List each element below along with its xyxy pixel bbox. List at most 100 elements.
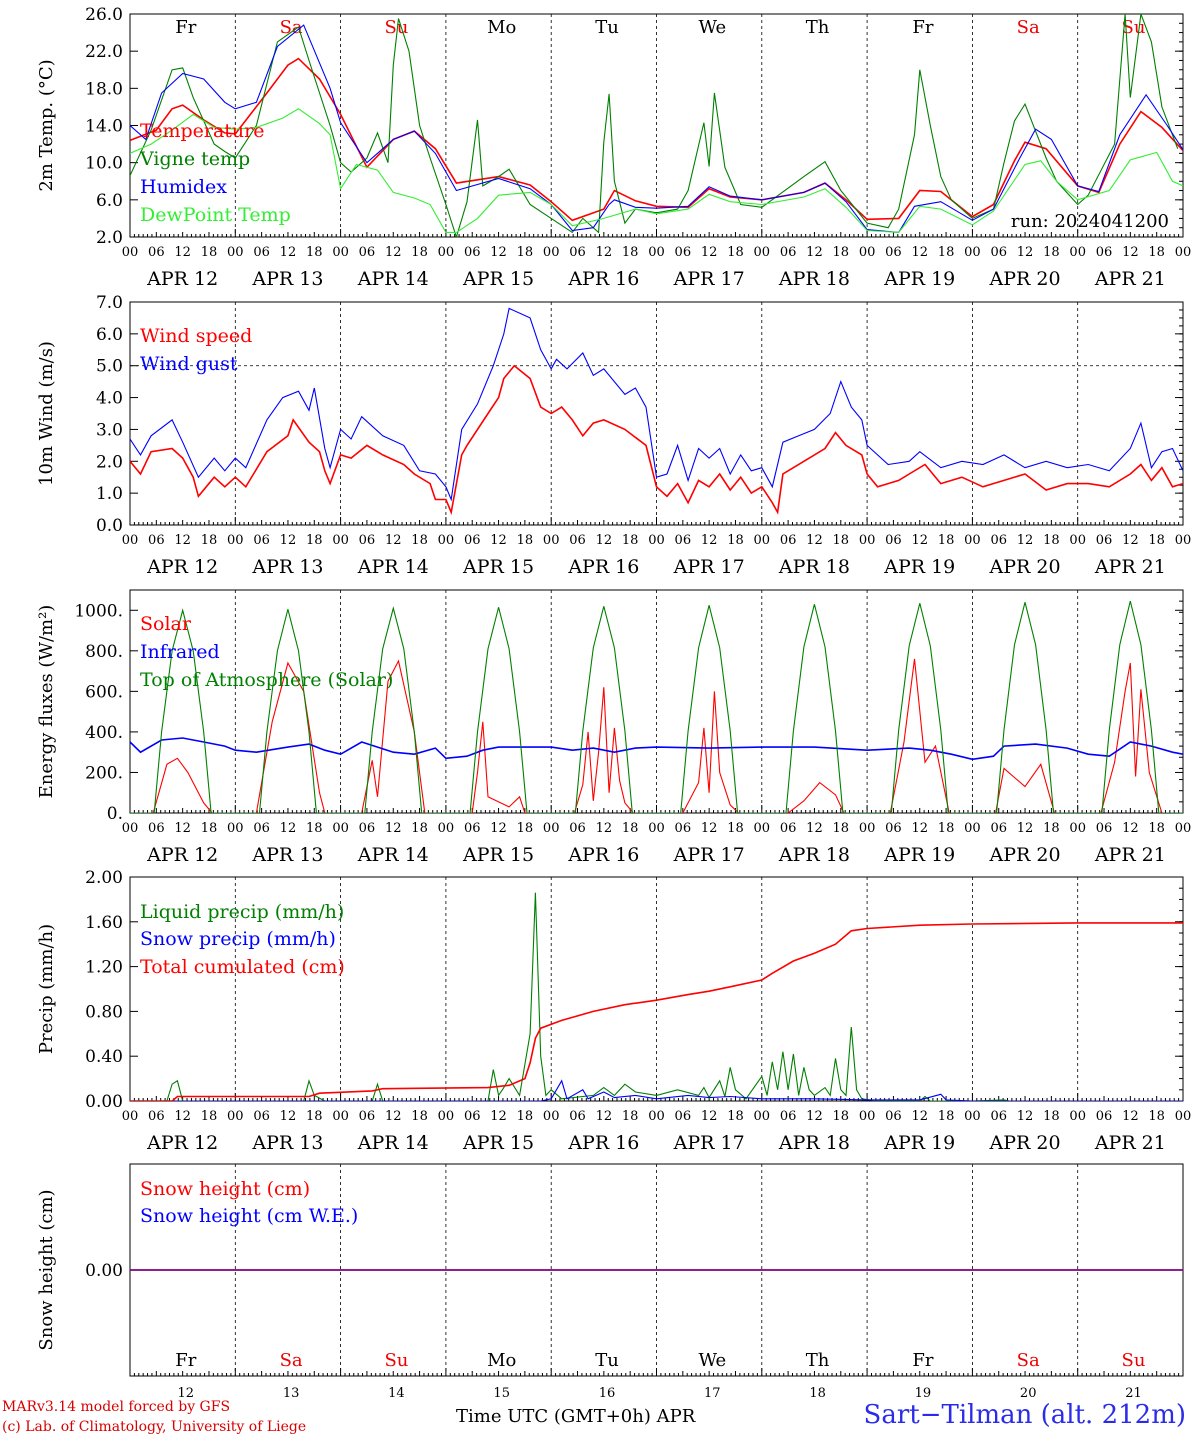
hour-tick-label: 00 <box>438 1109 455 1124</box>
hour-tick-label: 12 <box>911 1109 928 1124</box>
y-tick-label: 800. <box>85 642 123 662</box>
day-number-label: 19 <box>915 1386 932 1401</box>
hour-tick-label: 18 <box>201 533 218 548</box>
lab-credit: (c) Lab. of Climatology, University of L… <box>2 1419 307 1435</box>
hour-tick-label: 12 <box>1122 533 1139 548</box>
hour-tick-label: 06 <box>885 245 902 260</box>
series-line-2 <box>130 307 1183 502</box>
date-label: APR 21 <box>1094 1132 1166 1154</box>
legend-entry: Snow height (cm) <box>140 1178 310 1200</box>
hour-tick-label: 06 <box>464 533 481 548</box>
weekday-label: Mo <box>487 17 516 38</box>
hour-tick-label: 12 <box>806 821 823 836</box>
y-tick-label: 2.0 <box>96 228 123 248</box>
y-axis-label: Energy fluxes (W/m²) <box>36 605 57 799</box>
y-tick-label: 0.0 <box>96 516 123 536</box>
hour-tick-label: 12 <box>490 533 507 548</box>
hour-tick-label: 06 <box>780 821 797 836</box>
hour-tick-label: 00 <box>859 533 876 548</box>
y-tick-label: 6.0 <box>96 191 123 211</box>
hour-tick-label: 06 <box>990 533 1007 548</box>
hour-tick-label: 00 <box>648 821 665 836</box>
hour-tick-label: 00 <box>1175 245 1192 260</box>
date-label: APR 17 <box>673 844 745 866</box>
hour-tick-label: 00 <box>543 245 560 260</box>
y-tick-label: 6.0 <box>96 325 123 345</box>
hour-tick-label: 18 <box>727 1109 744 1124</box>
hour-tick-label: 12 <box>1122 821 1139 836</box>
date-label: APR 20 <box>989 1132 1061 1154</box>
series-line-2 <box>130 1079 1183 1101</box>
hour-tick-label: 06 <box>253 821 270 836</box>
hour-tick-label: 00 <box>543 821 560 836</box>
day-number-label: 21 <box>1125 1386 1142 1401</box>
series-line-2 <box>130 737 1183 761</box>
hour-tick-label: 18 <box>727 821 744 836</box>
weekday-label: Th <box>806 17 830 38</box>
hour-tick-label: 06 <box>148 533 165 548</box>
y-tick-label: 14.0 <box>85 117 123 137</box>
hour-tick-label: 06 <box>1096 1109 1113 1124</box>
hour-tick-label: 00 <box>1069 533 1086 548</box>
weekday-label: Th <box>806 1350 830 1371</box>
hour-tick-label: 06 <box>253 245 270 260</box>
hour-tick-label: 00 <box>332 821 349 836</box>
hour-tick-label: 06 <box>148 821 165 836</box>
y-axis-label: 10m Wind (m/s) <box>36 341 57 486</box>
chart-panel-2: 0.0 1.0 2.0 3.0 4.0 5.0 6.0 7.0 10m Wind (m/s) 00… <box>36 293 1191 578</box>
hour-tick-label: 00 <box>964 533 981 548</box>
hour-tick-label: 06 <box>990 821 1007 836</box>
hour-tick-label: 18 <box>938 1109 955 1124</box>
time-axis-label: Time UTC (GMT+0h) APR <box>456 1406 696 1427</box>
hour-tick-label: 00 <box>122 1109 139 1124</box>
day-number-label: 12 <box>178 1386 195 1401</box>
hour-tick-label: 06 <box>148 1109 165 1124</box>
hour-tick-label: 00 <box>227 245 244 260</box>
series-line-3 <box>130 24 1183 233</box>
legend-entry: Liquid precip (mm/h) <box>140 901 344 923</box>
hour-tick-label: 18 <box>306 821 323 836</box>
hour-tick-label: 12 <box>385 245 402 260</box>
hour-tick-label: 06 <box>359 821 376 836</box>
hour-tick-label: 06 <box>569 1109 586 1124</box>
hour-tick-label: 12 <box>596 821 613 836</box>
hour-tick-label: 00 <box>859 1109 876 1124</box>
hour-tick-label: 18 <box>622 821 639 836</box>
weekday-label: We <box>698 17 726 38</box>
hour-tick-label: 06 <box>675 245 692 260</box>
hour-tick-label: 00 <box>332 1109 349 1124</box>
y-tick-label: 600. <box>85 682 123 702</box>
y-axis-label: 2m Temp. (°C) <box>36 59 57 191</box>
date-label: APR 17 <box>673 268 745 290</box>
date-label: APR 19 <box>883 1132 955 1154</box>
hour-tick-label: 18 <box>1148 245 1165 260</box>
legend-entry: Infrared <box>140 641 220 663</box>
hour-tick-label: 18 <box>727 533 744 548</box>
hour-tick-label: 00 <box>1175 821 1192 836</box>
hour-tick-label: 18 <box>622 1109 639 1124</box>
day-number-label: 18 <box>809 1386 826 1401</box>
hour-tick-label: 00 <box>1069 245 1086 260</box>
series-line-3 <box>130 922 1183 1101</box>
hour-tick-label: 18 <box>201 821 218 836</box>
hour-tick-label: 00 <box>332 245 349 260</box>
hour-tick-label: 12 <box>596 533 613 548</box>
hour-tick-label: 18 <box>517 533 534 548</box>
hour-tick-label: 06 <box>990 1109 1007 1124</box>
hour-tick-label: 06 <box>569 533 586 548</box>
model-credit: MARv3.14 model forced by GFS <box>2 1399 231 1415</box>
hour-tick-label: 12 <box>280 821 297 836</box>
legend-entry: Snow height (cm W.E.) <box>140 1205 358 1227</box>
hour-tick-label: 18 <box>1148 533 1165 548</box>
hour-tick-label: 06 <box>1096 821 1113 836</box>
hour-tick-label: 06 <box>359 1109 376 1124</box>
y-tick-label: 400. <box>85 723 123 743</box>
date-label: APR 13 <box>251 844 323 866</box>
hour-tick-label: 00 <box>648 533 665 548</box>
hour-tick-label: 18 <box>833 1109 850 1124</box>
hour-tick-label: 12 <box>280 533 297 548</box>
hour-tick-label: 06 <box>253 533 270 548</box>
legend-entry: Wind speed <box>140 325 252 347</box>
y-tick-label: 0.00 <box>85 1092 123 1112</box>
date-label: APR 14 <box>357 556 429 578</box>
